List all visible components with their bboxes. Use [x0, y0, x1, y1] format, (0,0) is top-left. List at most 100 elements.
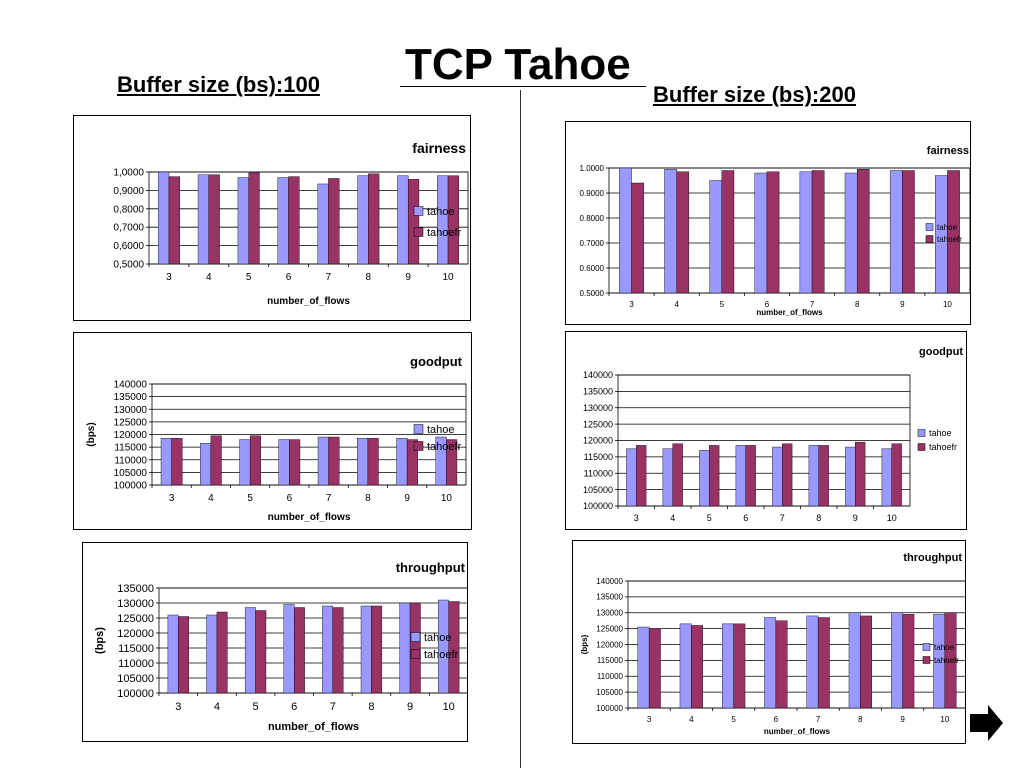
x-tick-label: 8	[816, 513, 821, 523]
bar-tahoefr-6	[745, 445, 756, 507]
y-tick-label: 110000	[584, 468, 613, 478]
bar-tahoefr-8	[367, 438, 379, 486]
chart-bs200-fairness: 0.5000 0.6000 0.7000 0.8000 0.9000 1.0000 3 4 5 6…	[565, 121, 971, 325]
legend-label-tahoe: tahoe	[937, 223, 958, 232]
legend-swatch-tahoe	[413, 206, 424, 216]
y-tick-label: 140000	[583, 370, 613, 380]
bar-tahoefr-7	[328, 178, 340, 265]
bar-tahoefr-9	[407, 179, 420, 265]
legend-label-tahoefr: tahoefr	[937, 235, 962, 244]
x-axis-label: number_of_flows	[268, 721, 359, 733]
x-tick-label: 5	[731, 715, 736, 724]
x-axis-label: number_of_flows	[267, 296, 350, 307]
y-tick-label: 105000	[117, 673, 154, 685]
bar-tahoe-7	[772, 446, 783, 507]
legend-swatch-tahoefr	[925, 235, 934, 243]
chart-bs200-goodput: 100000 105000 110000 115000 120000 125000 1300…	[565, 331, 967, 530]
x-tick-label: 6	[286, 272, 292, 283]
bar-tahoe-7	[799, 171, 813, 294]
bar-tahoe-7	[317, 183, 329, 265]
bar-tahoefr-10	[891, 443, 902, 507]
bar-tahoefr-7	[332, 607, 344, 694]
bar-tahoe-5	[699, 450, 710, 507]
chart-bs200-throughput: 100000 105000 110000 115000 120000 125000 1300…	[572, 540, 966, 744]
bar-tahoefr-10	[448, 601, 460, 694]
x-tick-label: 7	[326, 493, 332, 504]
bar-tahoe-7	[322, 605, 334, 694]
x-tick-label: 3	[166, 272, 172, 283]
bar-tahoefr-9	[902, 614, 915, 709]
bar-tahoefr-6	[289, 439, 301, 486]
x-tick-label: 4	[689, 715, 694, 724]
legend-swatch-tahoefr	[413, 441, 424, 451]
legend-label-tahoefr: tahoefr	[424, 649, 459, 661]
bar-tahoe-4	[664, 169, 677, 294]
plot-area	[148, 171, 469, 265]
x-tick-label: 10	[887, 513, 897, 523]
bar-tahoe-8	[808, 445, 819, 507]
bar-tahoefr-8	[860, 615, 872, 709]
chart-title: fairness	[412, 140, 466, 156]
y-tick-label: 105000	[114, 468, 148, 479]
x-tick-label: 10	[940, 715, 949, 724]
legend-swatch-tahoefr	[413, 227, 424, 237]
legend-swatch-tahoefr	[410, 649, 421, 659]
bar-tahoe-5	[239, 439, 251, 486]
bar-tahoefr-9	[409, 602, 421, 694]
x-tick-label: 7	[780, 513, 785, 523]
x-tick-label: 9	[407, 701, 413, 713]
bar-tahoe-8	[360, 605, 372, 694]
bar-tahoefr-5	[248, 172, 260, 265]
x-tick-label: 9	[405, 272, 411, 283]
x-tick-label: 9	[853, 513, 858, 523]
bar-tahoe-6	[754, 172, 768, 294]
bar-tahoefr-9	[855, 441, 866, 507]
chart-svg: 1000001050001100001150001200001250001300…	[580, 552, 965, 736]
y-tick-label: 140000	[596, 577, 623, 586]
bar-tahoefr-3	[648, 628, 661, 709]
bar-tahoefr-7	[328, 436, 340, 486]
chart-svg: 1000001050001100001150001200001250001300…	[583, 346, 963, 523]
bar-tahoe-5	[237, 177, 249, 265]
x-tick-label: 9	[900, 300, 905, 309]
plot-area	[608, 167, 970, 294]
y-tick-label: 1.0000	[580, 164, 605, 173]
x-tick-label: 7	[326, 272, 332, 283]
legend-label-tahoe: tahoe	[929, 428, 952, 438]
x-tick-label: 4	[674, 300, 679, 309]
bar-tahoe-9	[399, 602, 411, 694]
y-tick-label: 115000	[114, 443, 147, 454]
x-tick-label: 3	[634, 513, 639, 523]
chart-title: throughput	[903, 552, 962, 564]
bar-tahoefr-9	[902, 170, 915, 294]
legend-label-tahoe: tahoe	[427, 424, 455, 436]
legend-label-tahoe: tahoe	[424, 632, 452, 644]
title-underline	[400, 86, 646, 87]
bar-tahoefr-10	[446, 439, 458, 486]
y-tick-label: 0,5000	[113, 260, 144, 271]
legend-swatch-tahoe	[925, 223, 934, 231]
x-tick-label: 10	[441, 493, 453, 504]
y-tick-label: 100000	[114, 481, 148, 492]
y-tick-label: 110000	[114, 455, 147, 466]
chart-svg: 1000001050001100001150001200001250001300…	[86, 354, 467, 523]
x-tick-label: 8	[366, 272, 372, 283]
bar-tahoefr-6	[288, 176, 300, 265]
x-tick-label: 10	[443, 701, 455, 713]
bar-tahoe-10	[438, 599, 449, 694]
y-tick-label: 100000	[117, 688, 154, 700]
bar-tahoefr-5	[249, 435, 261, 486]
bar-tahoe-3	[157, 171, 170, 265]
x-tick-label: 5	[707, 513, 712, 523]
x-tick-label: 3	[629, 300, 634, 309]
x-tick-label: 4	[208, 493, 214, 504]
y-tick-label: 120000	[583, 436, 613, 446]
chart-title: goodput	[410, 354, 463, 369]
bar-tahoefr-10	[447, 175, 460, 265]
bar-tahoe-6	[283, 604, 295, 694]
x-tick-label: 6	[743, 513, 748, 523]
next-arrow-icon[interactable]	[968, 703, 1004, 743]
y-tick-label: 100000	[583, 501, 613, 511]
chart-title: goodput	[919, 346, 963, 358]
bar-tahoefr-10	[947, 170, 960, 294]
